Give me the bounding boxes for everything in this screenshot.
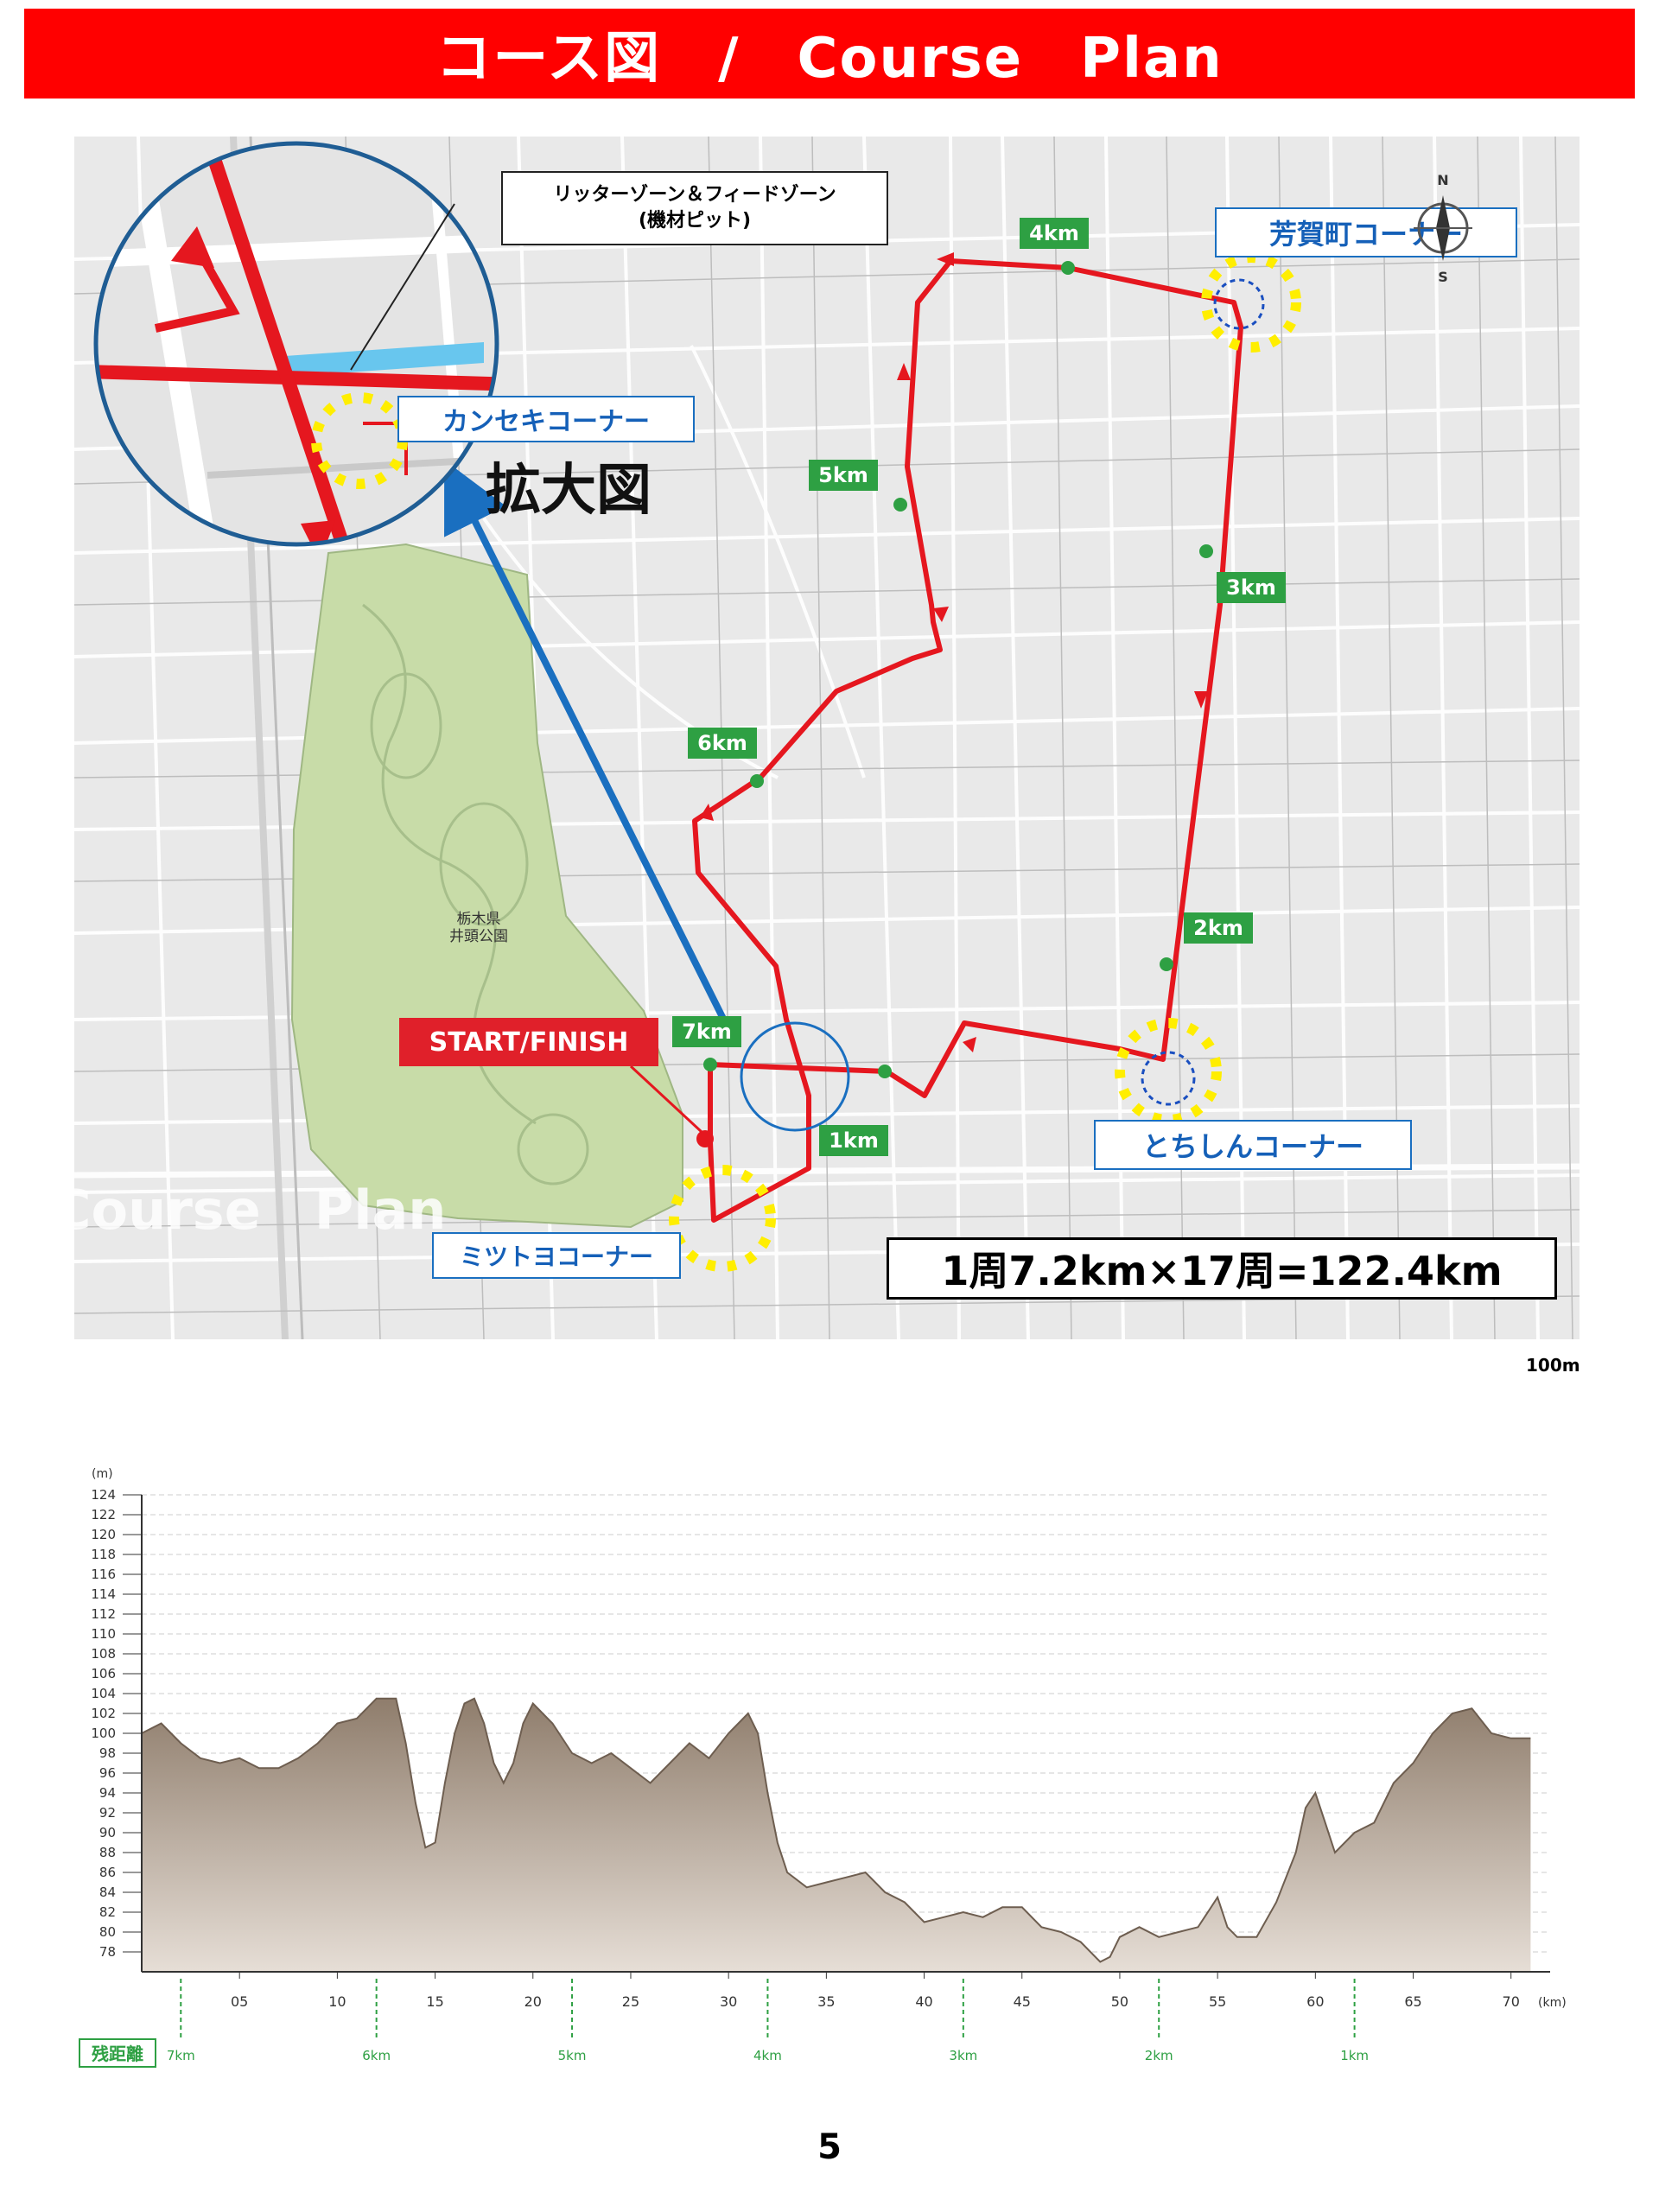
- svg-text:S: S: [1438, 269, 1448, 285]
- y-tick-label: 124: [91, 1487, 116, 1503]
- y-tick-label: 120: [91, 1527, 116, 1542]
- km-dots: [703, 261, 1213, 1078]
- x-tick-label: 55: [1209, 1993, 1226, 2010]
- lap-distance-info: 1周7.2km×17周=122.4km: [887, 1237, 1557, 1300]
- page-number: 5: [817, 2127, 842, 2167]
- x-tick-label: 05: [231, 1993, 248, 2010]
- mitsutoyo-corner-ring: [669, 1165, 776, 1272]
- elevation-y-ticks: 124 122 120 118 116 114 112 110 108 106 104 102 100 9…: [91, 1487, 142, 1960]
- x-tick-label: 70: [1503, 1993, 1520, 2010]
- y-tick-label: 82: [99, 1904, 116, 1920]
- elevation-y-unit: (m): [92, 1467, 113, 1481]
- start-finish-dot: [696, 1130, 714, 1147]
- km-marker-3: 3km: [1217, 572, 1286, 603]
- x-tick-label: 20: [524, 1993, 542, 2010]
- page-title: コース図 / Course Plan: [435, 27, 1224, 91]
- tochishin-corner-ring: [1115, 1018, 1222, 1125]
- elevation-line: [141, 1697, 1531, 1963]
- y-tick-label: 80: [99, 1924, 116, 1940]
- enlarge-arrow: [444, 460, 738, 1043]
- remaining-marker-label: 4km: [753, 2048, 782, 2063]
- start-finish-label: START/FINISH: [399, 1018, 658, 1066]
- kanseki-corner-label: カンセキコーナー: [397, 396, 695, 442]
- route-direction-arrows: [700, 252, 1208, 1052]
- x-tick-label: 45: [1014, 1993, 1031, 2010]
- elevation-area: [142, 1698, 1531, 1972]
- corner-markers: [669, 252, 1301, 1272]
- y-tick-label: 100: [91, 1726, 116, 1741]
- y-tick-label: 116: [91, 1567, 116, 1582]
- remaining-marker-label: 6km: [362, 2048, 391, 2063]
- mitsutoyo-corner-label: ミツトヨコーナー: [432, 1232, 681, 1279]
- course-route: [692, 258, 1243, 1223]
- y-tick-label: 106: [91, 1666, 116, 1681]
- y-tick-label: 92: [99, 1805, 116, 1821]
- y-tick-label: 114: [91, 1586, 116, 1602]
- x-tick-label: 25: [622, 1993, 639, 2010]
- elevation-x-unit: (km): [1538, 1996, 1567, 2010]
- remaining-marker-label: 5km: [558, 2048, 587, 2063]
- scale-label: 100m: [1526, 1355, 1580, 1376]
- y-tick-label: 112: [91, 1606, 116, 1622]
- y-tick-label: 88: [99, 1845, 116, 1860]
- remaining-label-box: [79, 2038, 156, 2068]
- page-title-bar: コース図 / Course Plan: [24, 9, 1635, 99]
- enlarged-view-label: 拡大図: [486, 459, 652, 523]
- litter-feed-zone-label: リッターゾーン＆フィードゾーン (機材ピット): [501, 171, 888, 245]
- elevation-x-ticks: 05 10 15 20 25 30 35 40 45 50 55 60 65 70: [231, 1972, 1520, 2010]
- km-marker-7: 7km: [672, 1016, 741, 1047]
- x-tick-label: 60: [1306, 1993, 1324, 2010]
- y-tick-label: 122: [91, 1507, 116, 1522]
- remaining-marker-label: 7km: [167, 2048, 195, 2063]
- x-tick-label: 35: [817, 1993, 835, 2010]
- y-tick-label: 108: [91, 1646, 116, 1662]
- park-name-label: 栃木県 井頭公園: [449, 911, 508, 945]
- km-marker-5: 5km: [809, 460, 878, 491]
- y-tick-label: 90: [99, 1825, 116, 1840]
- km-marker-1: 1km: [819, 1125, 888, 1156]
- y-tick-label: 96: [99, 1765, 116, 1781]
- x-tick-label: 65: [1404, 1993, 1421, 2010]
- remaining-label: 残距離: [92, 2044, 143, 2064]
- km-marker-4: 4km: [1020, 218, 1089, 249]
- remaining-distance-markers: 7km 6km 5km 4km 3km 2km 1km: [167, 1979, 1369, 2063]
- enlarged-inset: [93, 141, 499, 547]
- x-tick-label: 40: [915, 1993, 932, 2010]
- remaining-marker-label: 2km: [1145, 2048, 1173, 2063]
- remaining-marker-label: 3km: [949, 2048, 977, 2063]
- y-tick-label: 104: [91, 1686, 116, 1701]
- x-tick-label: 30: [720, 1993, 737, 2010]
- y-tick-label: 102: [91, 1706, 116, 1721]
- compass-icon: N S: [1410, 169, 1476, 287]
- x-tick-label: 10: [328, 1993, 346, 2010]
- svg-text:N: N: [1437, 172, 1448, 188]
- km-marker-2: 2km: [1184, 912, 1253, 944]
- y-tick-label: 78: [99, 1944, 116, 1960]
- tochishin-corner-label: とちしんコーナー: [1094, 1120, 1412, 1170]
- remaining-marker-label: 1km: [1340, 2048, 1369, 2063]
- km-marker-6: 6km: [688, 728, 757, 759]
- haga-corner-ring: [1201, 252, 1301, 353]
- x-tick-label: 50: [1111, 1993, 1128, 2010]
- haga-corner-label: 芳賀町コーナー: [1215, 207, 1517, 257]
- y-tick-label: 98: [99, 1745, 116, 1761]
- y-tick-label: 84: [99, 1885, 116, 1900]
- y-tick-label: 110: [91, 1626, 116, 1642]
- y-tick-label: 94: [99, 1785, 116, 1801]
- watermark-text: Course Plan: [52, 1179, 447, 1242]
- x-tick-label: 15: [426, 1993, 443, 2010]
- y-tick-label: 86: [99, 1865, 116, 1880]
- y-tick-label: 118: [91, 1547, 116, 1562]
- kanseki-highlight-circle: [740, 1021, 850, 1132]
